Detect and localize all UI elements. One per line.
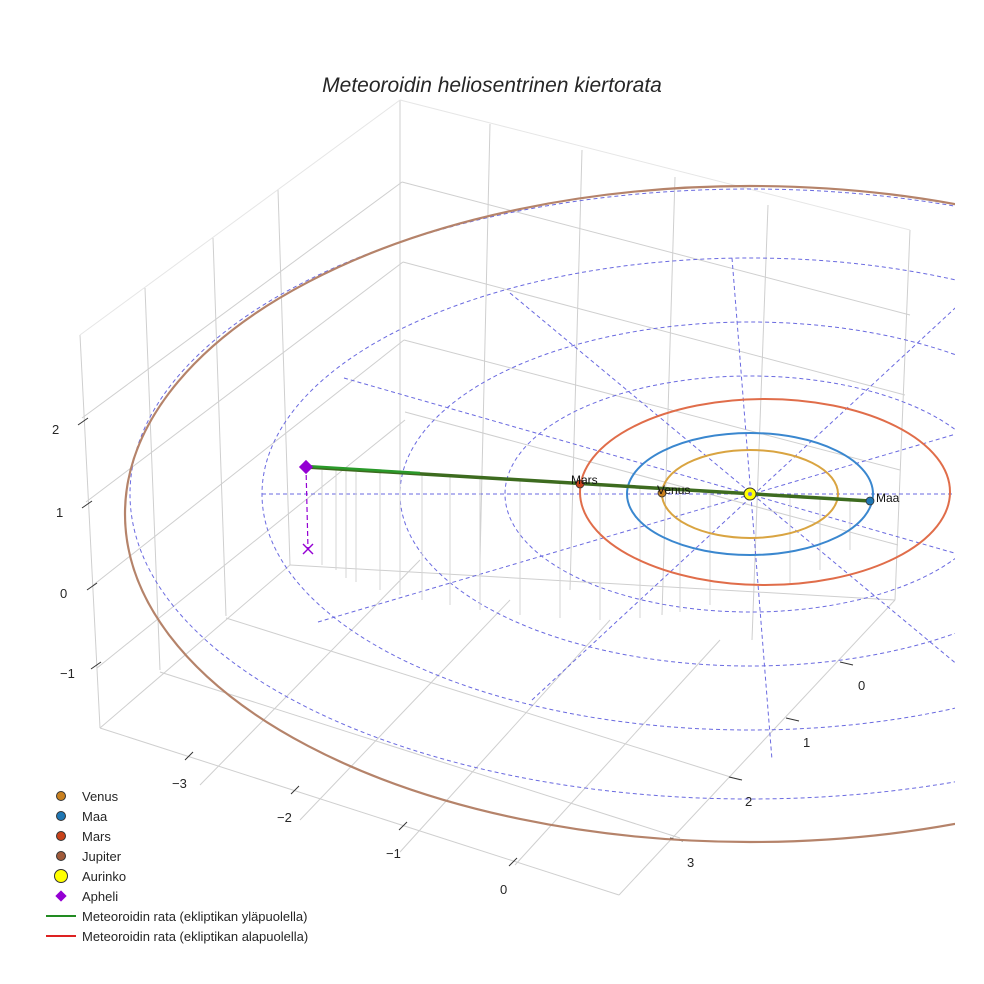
maa-dot-icon — [56, 811, 66, 821]
legend-item-jupiter[interactable]: Jupiter — [40, 846, 308, 866]
green-line-icon — [46, 915, 76, 917]
axis-ticks — [77, 417, 854, 867]
svg-text:0: 0 — [500, 882, 507, 897]
aphelion-projection-line — [305, 466, 309, 550]
svg-text:−2: −2 — [277, 810, 292, 825]
mars-dot-icon — [56, 831, 66, 841]
svg-text:1: 1 — [803, 735, 810, 750]
svg-text:2: 2 — [52, 422, 59, 437]
jupiter-orbit — [124, 184, 955, 844]
aphelion-projection-x-icon — [302, 543, 314, 555]
svg-text:−1: −1 — [386, 846, 401, 861]
legend-item-mars[interactable]: Mars — [40, 826, 308, 846]
aphelion-marker[interactable] — [298, 459, 314, 475]
meteoroid-path-above-highlight — [305, 464, 421, 475]
maa-orbit — [626, 432, 874, 556]
jupiter-dot-icon — [56, 851, 66, 861]
chart-title: Meteoroidin heliosentrinen kiertorata — [322, 74, 662, 97]
mars-marker[interactable] — [575, 479, 585, 489]
svg-text:−3: −3 — [172, 776, 187, 791]
ecliptic-polar-grid — [129, 188, 955, 800]
svg-text:0: 0 — [60, 586, 67, 601]
legend-item-aurinko[interactable]: Aurinko — [40, 866, 308, 886]
z-axis-tick-labels: 2 1 0 −1 — [52, 422, 75, 681]
venus-label: Venus — [657, 483, 690, 497]
x-axis-tick-labels: −3 −2 −1 0 — [172, 776, 507, 897]
svg-text:3: 3 — [687, 855, 694, 870]
sun-icon — [54, 869, 68, 883]
mars-label: Mars — [571, 473, 598, 487]
diamond-icon — [55, 890, 67, 902]
svg-text:−1: −1 — [60, 666, 75, 681]
red-line-icon — [46, 935, 76, 937]
legend-item-venus[interactable]: Venus — [40, 786, 308, 806]
y-axis-tick-labels: 0 1 2 3 — [687, 678, 865, 870]
legend-item-path-below[interactable]: Meteoroidin rata (ekliptikan alapuolella… — [40, 926, 308, 946]
maa-label: Maa — [876, 491, 900, 505]
mars-orbit — [579, 398, 951, 586]
svg-text:1: 1 — [56, 505, 63, 520]
svg-text:0: 0 — [858, 678, 865, 693]
legend-item-maa[interactable]: Maa — [40, 806, 308, 826]
venus-dot-icon — [56, 791, 66, 801]
venus-marker[interactable] — [657, 488, 667, 498]
drop-lines — [321, 470, 851, 620]
legend: Venus Maa Mars Jupiter Aurinko Apheli Me… — [40, 786, 308, 946]
legend-item-path-above[interactable]: Meteoroidin rata (ekliptikan yläpuolella… — [40, 906, 308, 926]
svg-text:2: 2 — [745, 794, 752, 809]
maa-marker[interactable] — [865, 496, 875, 506]
axis-box-grid — [79, 99, 911, 896]
sun-center-icon — [748, 492, 752, 496]
legend-item-apheli[interactable]: Apheli — [40, 886, 308, 906]
